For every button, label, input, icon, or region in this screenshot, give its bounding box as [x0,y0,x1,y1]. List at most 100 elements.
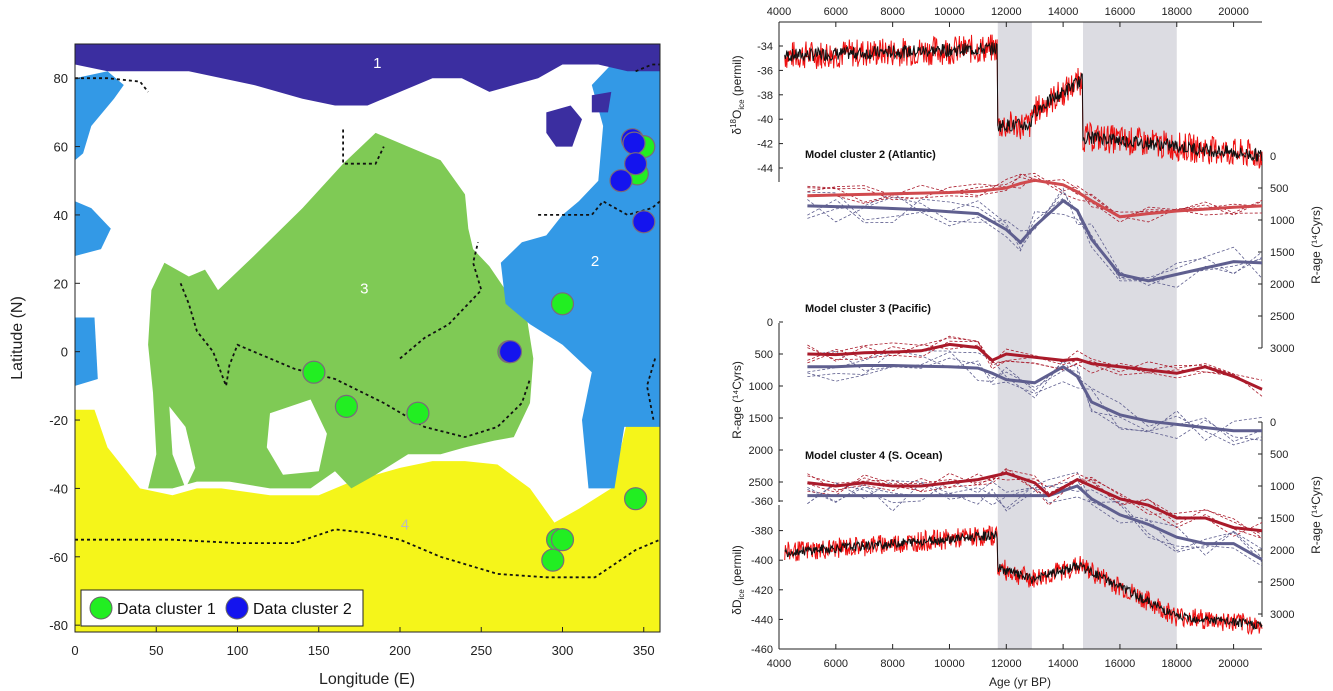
map-x-tick-label: 300 [552,643,574,658]
map-panel: 1 2 3 4 0 50 100 150 200 250 300 350 -80-60-40-… [9,43,661,688]
dd-ice-record [784,525,1263,636]
region-southern-ocean [75,409,660,632]
d18o-tick-label: -44 [757,163,773,175]
d18o-tick-label: -40 [757,114,773,126]
dd-tick-label: -420 [751,585,773,597]
dd-black-line [784,530,1263,631]
map-y-tick-label: -40 [49,481,68,496]
model-mean-blue [807,198,1263,283]
model-y-ticks: 0 500 1000 1500 2000 2500 3000 0 500 1000 1500 2000… [749,151,1295,621]
model-cluster-4-axis-label: R-age (¹⁴Cyrs) [1309,476,1323,554]
model-ensemble-blue [807,471,1263,563]
d18o-tick-label: -36 [757,65,773,77]
model-tick-label: 2500 [1270,577,1294,589]
ts-bottom-tick-label: 4000 [767,658,791,670]
legend-marker-cluster-2 [225,596,249,620]
ts-top-tick-label: 18000 [1161,6,1192,18]
region-atlantic-west-edge [75,71,124,161]
map-y-tick-label: -60 [49,550,68,565]
data-point-cluster-1 [302,360,326,384]
ts-bottom-tick-label: 10000 [934,658,965,670]
model-tick-label: 0 [767,317,773,329]
model-ensemble-red [807,344,1263,381]
legend-marker-cluster-1 [89,596,113,620]
map-y-tick-label: 40 [54,208,68,223]
map-x-ticks: 0 50 100 150 200 250 300 350 [71,627,655,658]
ts-bottom-x-ticks: 4000 6000 8000 10000 12000 14000 16000 18000 200… [767,644,1249,670]
legend-box [80,589,364,627]
model-mean-blue [807,484,1263,561]
model-cluster-curves [807,172,1263,567]
map-x-tick-label: 100 [227,643,249,658]
shaded-interval [1083,22,1177,649]
model-tick-label: 2000 [749,445,773,457]
model-tick-label: 0 [1270,417,1276,429]
ice-edge-pacific-a [179,282,531,439]
model-tick-label: 1000 [1270,481,1294,493]
model-ensemble-blue [807,480,1263,567]
land-australia [266,399,327,475]
d18o-y-ticks: -44 -42 -40 -38 -36 -34 [757,41,783,175]
map-y-tick-label: -80 [49,618,68,633]
ice-edge-pacific-b [399,242,483,360]
ts-bottom-tick-label: 16000 [1105,658,1136,670]
data-point-cluster-1 [550,292,575,316]
map-y-tick-label: -20 [49,413,68,428]
map-x-tick-label: 200 [389,643,411,658]
map-x-axis-label: Longitude (E) [319,671,415,688]
model-tick-label: 2500 [749,477,773,489]
ts-top-tick-label: 10000 [934,6,965,18]
model-ensemble-red [807,469,1263,537]
region-atlantic-patch-2 [75,317,98,386]
ts-bottom-tick-label: 20000 [1218,658,1249,670]
model-tick-label: 500 [755,349,773,361]
legend-label-cluster-1: Data cluster 1 [117,601,216,618]
map-axes-box [74,43,661,633]
model-tick-label: 1500 [1270,513,1294,525]
d18o-tick-label: -38 [757,90,773,102]
model-ensemble-blue [807,191,1263,279]
data-point-cluster-1 [623,487,648,511]
ts-bottom-tick-label: 6000 [824,658,848,670]
region-arctic [75,44,660,106]
model-cluster-3-axis-label: R-age (¹⁴Cyrs) [730,361,744,439]
ts-bottom-tick-label: 12000 [991,658,1022,670]
model-tick-label: 2000 [1270,545,1294,557]
dd-tick-label: -380 [751,526,773,538]
map-y-tick-label: 60 [54,140,68,155]
map-x-tick-label: 250 [470,643,492,658]
ts-top-tick-label: 8000 [880,6,904,18]
dd-tick-label: -360 [751,496,773,508]
model-mean-red [807,471,1263,533]
region-label-2: 2 [591,253,599,270]
ts-top-tick-label: 12000 [991,6,1022,18]
map-x-tick-label: 350 [633,643,655,658]
ts-top-tick-label: 20000 [1218,6,1249,18]
region-label-3: 3 [360,281,368,298]
model-cluster-2-axis-label: R-age (¹⁴Cyrs) [1309,206,1323,284]
ts-top-tick-label: 4000 [767,6,791,18]
model-cluster-3-title: Model cluster 3 (Pacific) [805,303,931,315]
map-x-tick-label: 50 [149,643,163,658]
model-mean-red [807,178,1263,219]
map-x-tick-label: 0 [71,643,78,658]
data-point-cluster-2 [609,169,633,193]
model-ensemble-red [807,337,1263,397]
map-y-tick-label: 20 [54,276,68,291]
data-point-cluster-2 [498,340,523,364]
shaded-intervals [997,22,1177,649]
region-arctic-patch [546,105,582,147]
ts-top-x-ticks: 4000 6000 8000 10000 12000 14000 16000 18000 200… [767,6,1249,27]
dd-tick-label: -440 [751,614,773,626]
legend-label-cluster-2: Data cluster 2 [253,601,352,618]
model-ensemble-blue [807,350,1263,446]
data-point-cluster-1 [406,401,430,425]
map-legend: Data cluster 1 Data cluster 2 [80,589,364,627]
d18o-black-line [784,42,1263,162]
ts-bottom-tick-label: 8000 [880,658,904,670]
region-label-1: 1 [373,55,381,72]
data-point-cluster-2 [632,210,656,234]
model-ensemble-red [807,340,1263,391]
d18o-tick-label: -34 [757,41,773,53]
region-label-4: 4 [401,516,409,533]
